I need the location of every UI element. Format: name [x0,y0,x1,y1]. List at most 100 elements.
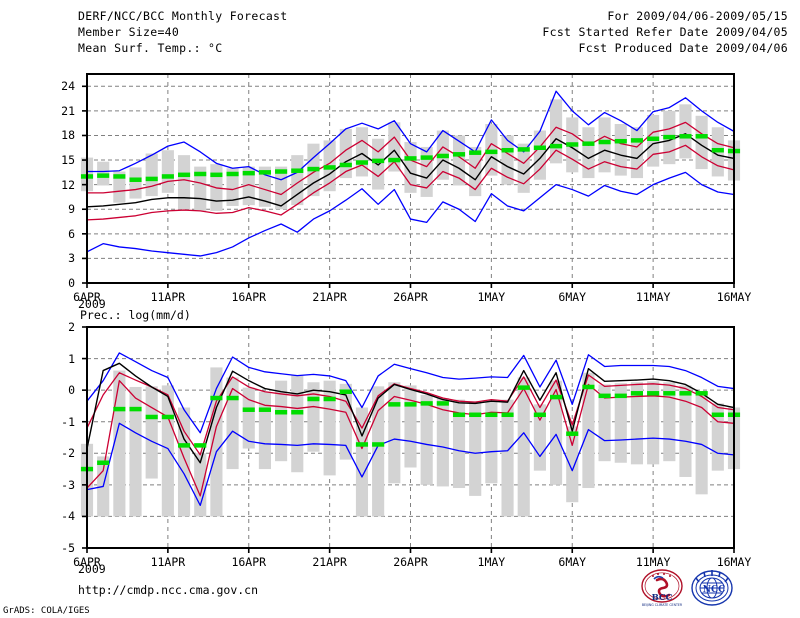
x-axis-year-bottom: 2009 [78,562,106,576]
x-axis-label: 1MAY [477,555,506,569]
climate-range-bar [436,398,449,487]
climate-range-bar [210,367,223,517]
x-axis-label: 11MAY [635,555,671,569]
forecast-produced-date: Fcst Produced Date 2009/04/06 [578,41,788,55]
precipitation-panel-label: Prec.: log(mm/d) [80,308,191,322]
panel-precipitation-log [80,326,741,553]
climate-range-bar [420,394,433,485]
bcc-logo: BCC BEIJING CLIMATE CENTER [641,569,683,607]
climate-range-bar [177,155,191,210]
climate-range-bar [469,401,482,496]
y-axis-label: 3 [68,251,75,266]
climate-range-bar [695,391,708,495]
y-axis-label: -3 [61,477,75,492]
climate-range-bar [533,404,546,471]
climate-range-bar [404,385,417,468]
climate-range-bar [145,386,158,479]
y-axis-label: 0 [68,383,75,398]
climate-range-bar [582,127,595,179]
climate-range-bar [452,135,466,186]
series-line [86,362,735,464]
climate-range-bar [258,166,271,207]
temperature-panel-label: Mean Surf. Temp.: °C [78,41,223,55]
y-axis-label: 6 [68,226,75,241]
svg-text:BEIJING CLIMATE CENTER: BEIJING CLIMATE CENTER [642,603,683,607]
climate-range-bar [614,123,627,176]
x-axis-label: 6APR [73,290,101,304]
climate-range-bar [469,146,482,197]
y-axis-label: 18 [61,128,75,143]
forecast-start-date: Fcst Started Refer Date 2009/04/05 [542,25,788,39]
climate-range-bar [372,386,385,517]
y-axis-label: 2 [68,320,75,334]
climate-range-bar [630,127,644,179]
series-line [87,90,735,181]
y-axis-label: 15 [61,153,75,168]
agency-logos: BCC BEIJING CLIMATE CENTER NCC [640,568,734,608]
climate-range-bar [323,380,336,476]
climate-range-bar [161,150,174,193]
series-line [86,144,735,221]
x-axis-label: 16APR [231,555,267,569]
climate-range-bar [452,399,466,489]
member-size-label: Member Size=40 [78,25,180,39]
x-axis-label: 11MAY [635,290,671,304]
climate-range-bar [355,127,369,177]
y-axis-label: -4 [61,509,75,524]
x-axis-label: 26APR [393,290,428,304]
climate-range-bar [517,377,530,517]
climate-range-bar [275,380,288,462]
y-axis-label: -1 [61,414,75,429]
svg-text:NCC: NCC [703,585,726,595]
x-axis-year-top: 2009 [78,297,106,311]
x-axis-label: 26APR [393,555,428,569]
x-axis-label: 21APR [312,555,347,569]
report-title: DERF/NCC/BCC Monthly Forecast [78,9,288,23]
x-axis-label: 16APR [231,290,267,304]
climate-range-bar [129,386,142,517]
climate-range-bar [566,426,579,503]
x-axis-label: 16MAY [716,555,752,569]
climate-range-bar [501,399,514,517]
climate-range-bar [420,146,433,197]
climate-range-bar [679,385,692,477]
climate-range-bar [550,380,563,485]
climate-range-bar [630,382,644,465]
climate-range-bar [226,377,239,470]
x-axis-label: 21APR [312,290,347,304]
climate-range-bar [598,117,611,173]
series-line [86,171,735,257]
climate-range-bar [307,382,320,452]
climate-range-bar [663,382,676,462]
climate-range-bar [113,171,126,203]
climate-range-bar [226,168,239,206]
grads-credit: GrADS: COLA/IGES [3,606,90,616]
climate-range-bar [388,122,401,172]
y-axis-label: 1 [68,351,75,366]
climate-range-bar [355,407,369,517]
series-line [86,133,735,208]
climate-range-bar [275,166,288,210]
x-axis-label: 11APR [150,290,186,304]
climate-range-bar [647,381,660,465]
y-axis-label: 21 [61,103,75,118]
ncc-logo: NCC [691,570,733,606]
forecast-period: For 2009/04/06-2009/05/15 [607,9,788,23]
y-axis-label: -2 [61,446,75,461]
source-url[interactable]: http://cmdp.ncc.cma.gov.cn [78,583,259,597]
series-line [86,422,735,507]
climate-range-bar [598,384,611,462]
climate-range-bar [679,104,692,159]
panel-surface-temperature [80,73,741,288]
climate-range-bar [145,153,158,197]
climate-range-bar [695,115,708,170]
climate-range-bar [501,135,514,185]
climate-range-bar [113,370,126,517]
x-axis-label: 11APR [150,555,186,569]
climate-range-bar [485,400,498,484]
series-line [86,352,735,434]
svg-text:BCC: BCC [652,593,673,603]
climate-range-bar [388,382,401,484]
